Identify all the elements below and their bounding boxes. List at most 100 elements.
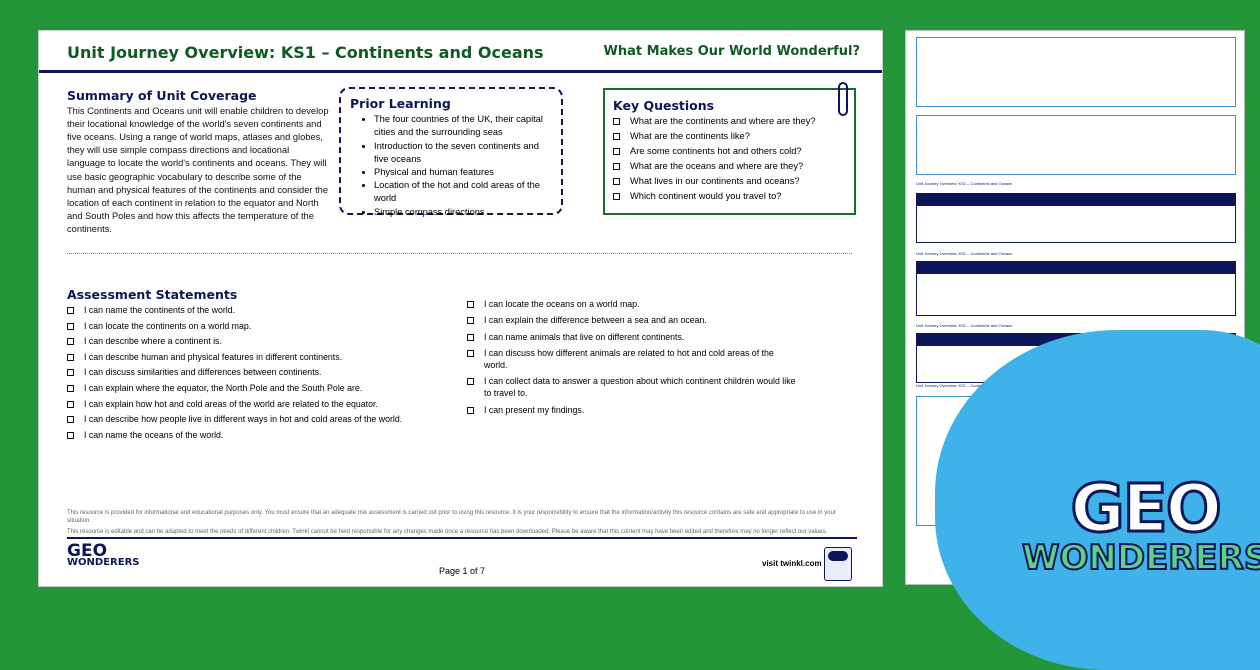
checkbox[interactable]: [613, 193, 620, 200]
checkbox[interactable]: [67, 416, 74, 424]
assessment-text: I can explain how hot and cold areas of …: [84, 398, 378, 409]
key-question-item: Are some continents hot and others cold?: [613, 146, 846, 156]
thumb-table: [916, 193, 1236, 243]
checkbox[interactable]: [467, 333, 474, 341]
assessment-text: I can collect data to answer a question …: [484, 376, 796, 399]
page-title: Unit Journey Overview: KS1 – Continents …: [67, 43, 544, 62]
checkbox[interactable]: [67, 338, 74, 346]
checkbox[interactable]: [67, 322, 74, 330]
checkbox[interactable]: [67, 384, 74, 392]
logo-text: GEO: [67, 541, 108, 561]
assessment-item: I can discuss similarities and differenc…: [67, 367, 402, 378]
brand-logo-bottom: WONDERERS: [1021, 538, 1260, 578]
twinkl-link[interactable]: visit twinkl.com: [762, 559, 822, 568]
assessment-heading: Assessment Statements: [67, 287, 238, 302]
prior-item: Physical and human features: [374, 166, 552, 179]
assessment-item: I can discuss how different animals are …: [467, 348, 797, 372]
key-questions-box: Key Questions What are the continents an…: [603, 82, 856, 215]
key-question-item: Which continent would you travel to?: [613, 191, 846, 201]
key-question-item: What lives in our continents and oceans?: [613, 176, 846, 186]
assessment-item: I can name animals that live on differen…: [467, 332, 797, 344]
checkbox[interactable]: [613, 133, 620, 140]
checkbox[interactable]: [67, 307, 74, 314]
assessment-item: I can describe where a continent is.: [67, 336, 402, 347]
checkbox[interactable]: [67, 369, 74, 377]
thumb-header: Unit Journey Overview: KS1 – Continents …: [916, 383, 1013, 388]
prior-item: Location of the hot and cold areas of th…: [374, 179, 552, 205]
thumb-header: Unit Journey Overview: KS1 – Continents …: [916, 323, 1013, 328]
decorative-blob: [935, 330, 1260, 670]
page-header: Unit Journey Overview: KS1 – Continents …: [39, 31, 882, 73]
brand-logo: GEO WONDERERS: [1021, 470, 1260, 578]
thumb-header: Unit Journey Overview: KS1 – Continents …: [916, 251, 1013, 256]
thumb-section: [916, 115, 1236, 175]
assessment-item: I can describe human and physical featur…: [67, 352, 402, 363]
assessment-item: I can collect data to answer a question …: [467, 376, 797, 400]
divider: [67, 253, 852, 254]
prior-heading: Prior Learning: [350, 96, 451, 111]
checkbox[interactable]: [67, 431, 74, 439]
thumb-header: Unit Journey Overview: KS1 – Continents …: [916, 181, 1013, 186]
assessment-text: I can describe where a continent is.: [84, 336, 222, 347]
unit-subtitle: What Makes Our World Wonderful?: [603, 44, 860, 59]
assessment-text: I can discuss how different animals are …: [484, 348, 774, 370]
key-question-text: What are the oceans and where are they?: [630, 161, 804, 171]
checkbox[interactable]: [613, 148, 620, 155]
prior-item: Simple compass directions: [374, 206, 552, 219]
assessment-item: I can name the oceans of the world.: [67, 430, 402, 441]
assessment-text: I can present my findings.: [484, 404, 585, 415]
prior-learning-box: Prior Learning The four countries of the…: [339, 87, 563, 217]
checkbox[interactable]: [67, 353, 74, 361]
assessment-item: I can name the continents of the world.: [67, 305, 402, 316]
document-page: Unit Journey Overview: KS1 – Continents …: [38, 30, 883, 587]
checkbox[interactable]: [467, 317, 474, 325]
key-question-text: Which continent would you travel to?: [630, 191, 782, 201]
key-question-item: What are the continents like?: [613, 131, 846, 141]
checkbox[interactable]: [613, 118, 620, 125]
assessment-text: I can explain the difference between a s…: [484, 315, 707, 326]
prior-item: Introduction to the seven continents and…: [374, 140, 552, 166]
checkbox[interactable]: [613, 163, 620, 170]
disclaimer-text: This resource is editable and can be ada…: [67, 529, 828, 535]
brand-logo-top: GEO: [1069, 470, 1223, 547]
assessment-text: I can discuss similarities and differenc…: [84, 367, 322, 378]
disclaimer: This resource is provided for informatio…: [67, 509, 857, 539]
geo-wonderers-logo: GEO WONDERERS: [67, 541, 140, 569]
assessment-text: I can locate the oceans on a world map.: [484, 299, 640, 309]
assessment-text: I can explain where the equator, the Nor…: [84, 382, 363, 393]
checkbox[interactable]: [467, 406, 474, 414]
assessment-text: I can describe how people live in differ…: [84, 414, 403, 425]
assessment-item: I can explain where the equator, the Nor…: [67, 383, 402, 394]
disclaimer-text: This resource is provided for informatio…: [67, 510, 836, 524]
checkbox[interactable]: [467, 378, 474, 386]
page-number: Page 1 of 7: [439, 566, 486, 576]
key-questions-heading: Key Questions: [613, 98, 715, 113]
summary-heading: Summary of Unit Coverage: [67, 88, 257, 103]
assessment-item: I can locate the continents on a world m…: [67, 321, 402, 332]
checkbox[interactable]: [613, 178, 620, 185]
paperclip-icon: [838, 82, 848, 116]
key-question-item: What are the oceans and where are they?: [613, 161, 846, 171]
checkbox[interactable]: [467, 301, 474, 308]
logo-text: WONDERERS: [67, 557, 140, 568]
key-question-text: What are the continents like?: [630, 131, 750, 141]
key-question-text: What are the continents and where are th…: [630, 116, 816, 126]
key-question-text: What lives in our continents and oceans?: [630, 176, 800, 186]
key-question-item: What are the continents and where are th…: [613, 116, 846, 126]
assessment-item: I can describe how people live in differ…: [67, 414, 402, 425]
summary-text: This Continents and Oceans unit will ena…: [67, 106, 329, 234]
thumb-table: [916, 261, 1236, 316]
assessment-item: I can explain how hot and cold areas of …: [67, 399, 402, 410]
assessment-text: I can name the continents of the world.: [84, 305, 236, 315]
assessment-section: Assessment Statements I can name the con…: [67, 287, 402, 445]
assessment-text: I can name animals that live on differen…: [484, 331, 685, 342]
summary-section: Summary of Unit Coverage This Continents…: [67, 89, 329, 236]
thumb-section: [916, 37, 1236, 107]
prior-item: The four countries of the UK, their capi…: [374, 113, 552, 139]
key-question-text: Are some continents hot and others cold?: [630, 146, 802, 156]
checkbox[interactable]: [67, 400, 74, 408]
assessment-text: I can name the oceans of the world.: [84, 429, 224, 440]
checkbox[interactable]: [467, 350, 474, 358]
assessment-text: I can locate the continents on a world m…: [84, 320, 252, 331]
assessment-item: I can explain the difference between a s…: [467, 315, 797, 327]
